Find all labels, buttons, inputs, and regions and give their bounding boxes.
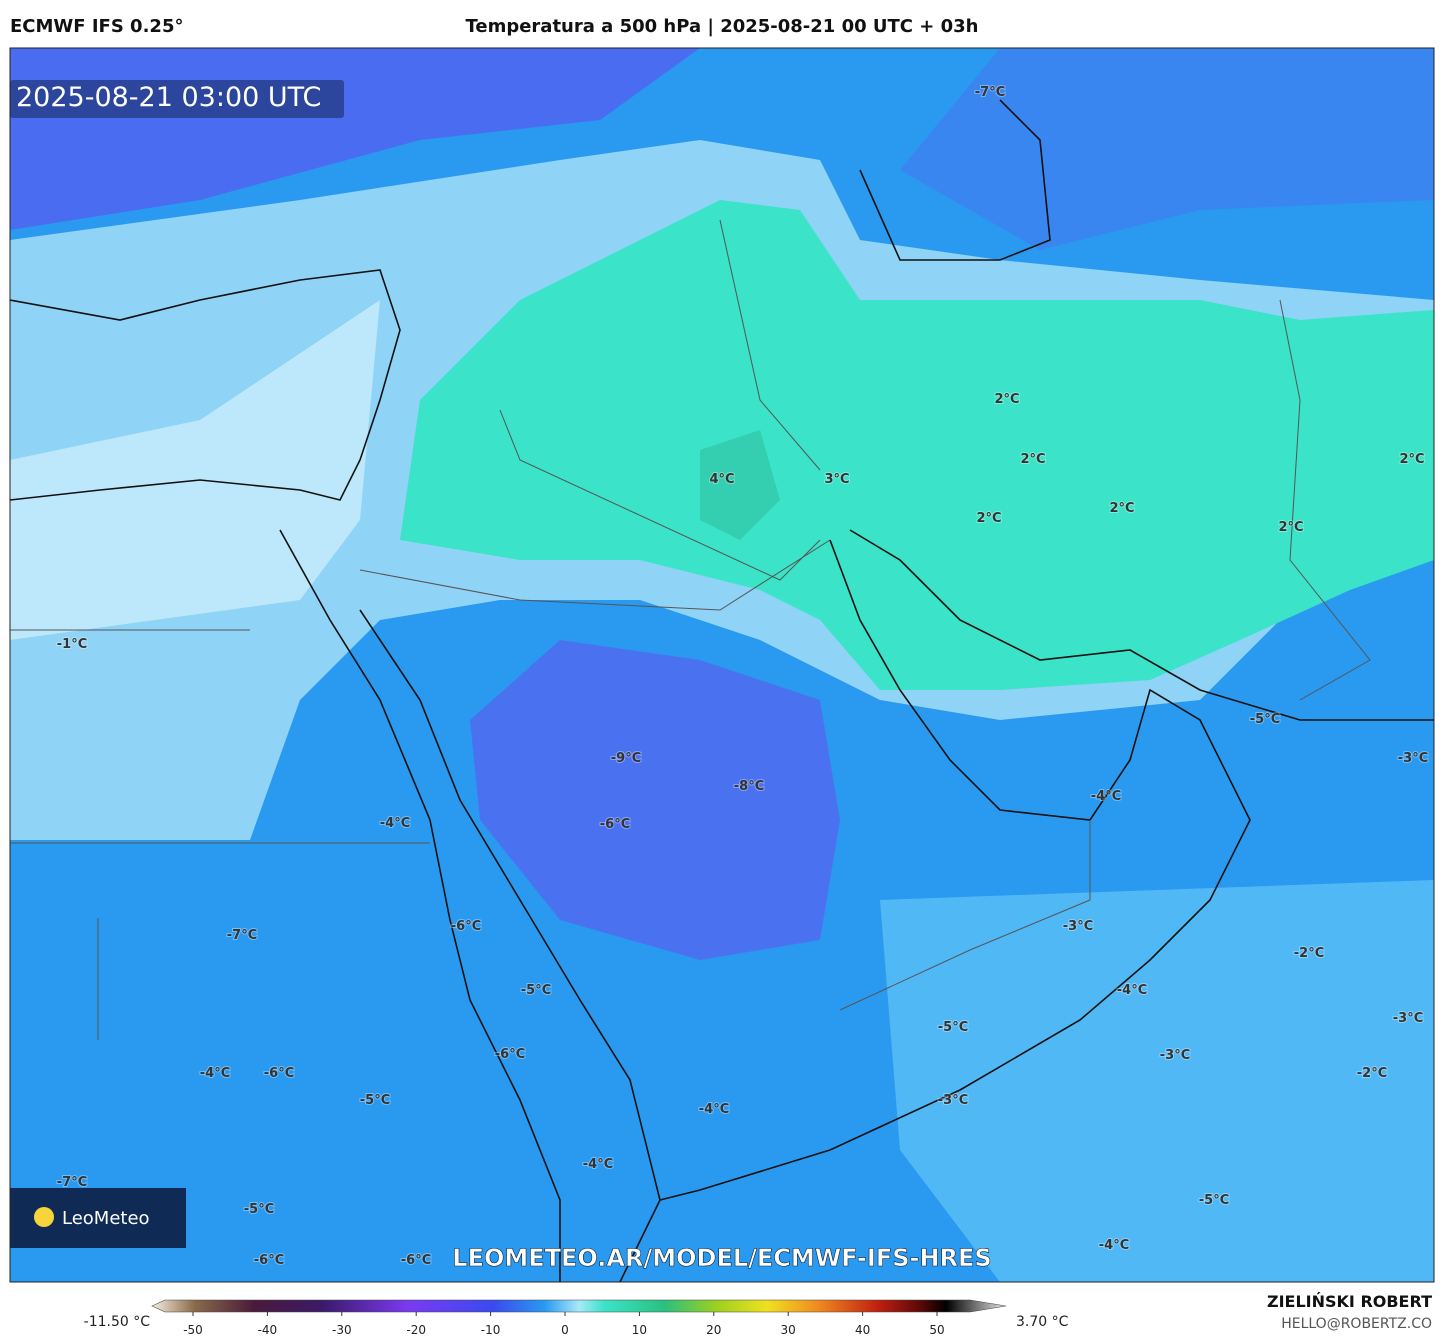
isotherm-label: -5°C: [938, 1020, 968, 1035]
border: [719, 219, 821, 471]
isotherm-label: 2°C: [976, 511, 1001, 526]
border: [499, 409, 821, 581]
isotherm-label: -6°C: [264, 1066, 294, 1081]
isotherm-label: -4°C: [200, 1066, 230, 1081]
isotherm-label: -3°C: [1398, 751, 1428, 766]
isotherm-label: -2°C: [1294, 946, 1324, 961]
isotherm-label: -6°C: [401, 1253, 431, 1268]
logo-text: LeoMeteo: [62, 1208, 150, 1229]
isotherm-label: -4°C: [1117, 983, 1147, 998]
isotherm-label: 2°C: [1278, 520, 1303, 535]
cold-core: [470, 640, 840, 960]
colorbar-tick-label: -20: [406, 1323, 426, 1337]
isotherm-label: -7°C: [975, 85, 1005, 100]
model-name: ECMWF IFS 0.25°: [10, 16, 183, 37]
colorbar-tick-label: -50: [183, 1323, 203, 1337]
isotherm-label: 2°C: [1399, 452, 1424, 467]
isotherm-label: -6°C: [254, 1253, 284, 1268]
colorbar-tick-label: -40: [258, 1323, 278, 1337]
isotherm-label: -5°C: [1250, 712, 1280, 727]
isotherm-label: 2°C: [1020, 452, 1045, 467]
isotherm-label: -7°C: [227, 928, 257, 943]
coastline: [279, 529, 561, 1282]
warmest-region: [400, 200, 1434, 690]
warm-core: [700, 430, 780, 540]
logo-sun: [34, 1207, 54, 1227]
isotherm-label: -6°C: [451, 919, 481, 934]
coastline: [859, 99, 1051, 261]
author: ZIELIŃSKI ROBERT: [1267, 1292, 1432, 1311]
colorbar-ramp: [151, 1299, 1007, 1313]
border: [839, 820, 1091, 1011]
warm-band: [10, 300, 380, 640]
colorbar-tick-label: 20: [706, 1323, 721, 1337]
north-cold: [900, 48, 1434, 250]
border: [1279, 299, 1371, 701]
isotherm-label: -2°C: [1357, 1066, 1387, 1081]
isotherm-label: -8°C: [734, 779, 764, 794]
isotherm-label: -3°C: [1160, 1048, 1190, 1063]
coastline: [359, 609, 661, 1282]
south-east-region: [880, 880, 1434, 1282]
isotherm-label: 2°C: [994, 392, 1019, 407]
colorbar-tick-label: -10: [481, 1323, 501, 1337]
isotherm-label: 4°C: [709, 472, 734, 487]
isotherm-label: -4°C: [699, 1102, 729, 1117]
coastlines: [10, 99, 1434, 1282]
border: [10, 629, 430, 1040]
coastline: [10, 269, 401, 501]
isotherm-label: -6°C: [600, 817, 630, 832]
isotherm-label: -6°C: [495, 1047, 525, 1062]
isotherm-label: -3°C: [1063, 919, 1093, 934]
isotherm-label: -9°C: [611, 751, 641, 766]
coastline: [659, 539, 1251, 1201]
colorbar-max: 3.70 °C: [1016, 1314, 1069, 1330]
map-area: -7°C 2°C 2°C 2°C 4°C 3°C 2°C 2°C 2°C -1°C -5°C -3°C…: [10, 48, 1434, 1282]
map-title: Temperatura a 500 hPa | 2025-08-21 00 UT…: [465, 16, 978, 37]
isotherm-labels: -7°C 2°C 2°C 2°C 4°C 3°C 2°C 2°C 2°C -1°C -5°C -3°C…: [56, 84, 1429, 1269]
isotherm-label: -5°C: [1199, 1193, 1229, 1208]
timestamp: 2025-08-21 03:00 UTC: [16, 82, 321, 113]
border: [359, 539, 831, 611]
isotherm-label: -4°C: [1099, 1238, 1129, 1253]
map-frame: [9, 47, 1435, 1283]
colorbar-tick-label: 50: [929, 1323, 944, 1337]
colorbar-tick-label: 30: [781, 1323, 796, 1337]
isotherm-label: -3°C: [1393, 1011, 1423, 1026]
colorbar-tick-label: -30: [332, 1323, 352, 1337]
isotherm-label: -7°C: [57, 1175, 87, 1190]
isotherm-label: 2°C: [1109, 501, 1134, 516]
isotherm-label: -4°C: [1091, 789, 1121, 804]
colorbar: -11.50 °C 3.70 °C -50 -40 -30 -20 -10 0 10 20 30…: [84, 1299, 1069, 1337]
contact[interactable]: HELLO@ROBERTZ.CO: [1281, 1316, 1432, 1332]
isotherm-label: -5°C: [521, 983, 551, 998]
colorbar-tick-label: 0: [561, 1323, 569, 1337]
isotherm-label: -4°C: [583, 1157, 613, 1172]
isotherm-label: 3°C: [824, 472, 849, 487]
coastline: [849, 529, 1434, 721]
source-url[interactable]: LEOMETEO.AR/MODEL/ECMWF-IFS-HRES: [452, 1244, 992, 1273]
colorbar-min: -11.50 °C: [84, 1314, 151, 1330]
isotherm-label: -4°C: [380, 816, 410, 831]
colorbar-tick-label: 40: [855, 1323, 870, 1337]
isotherm-label: -3°C: [938, 1093, 968, 1108]
timestamp-box: [10, 80, 344, 118]
borders: [10, 219, 1371, 1040]
colorbar-tick-label: 10: [632, 1323, 647, 1337]
isotherm-label: -5°C: [360, 1093, 390, 1108]
isotherm-label: -5°C: [244, 1202, 274, 1217]
isotherm-label: -1°C: [57, 637, 87, 652]
